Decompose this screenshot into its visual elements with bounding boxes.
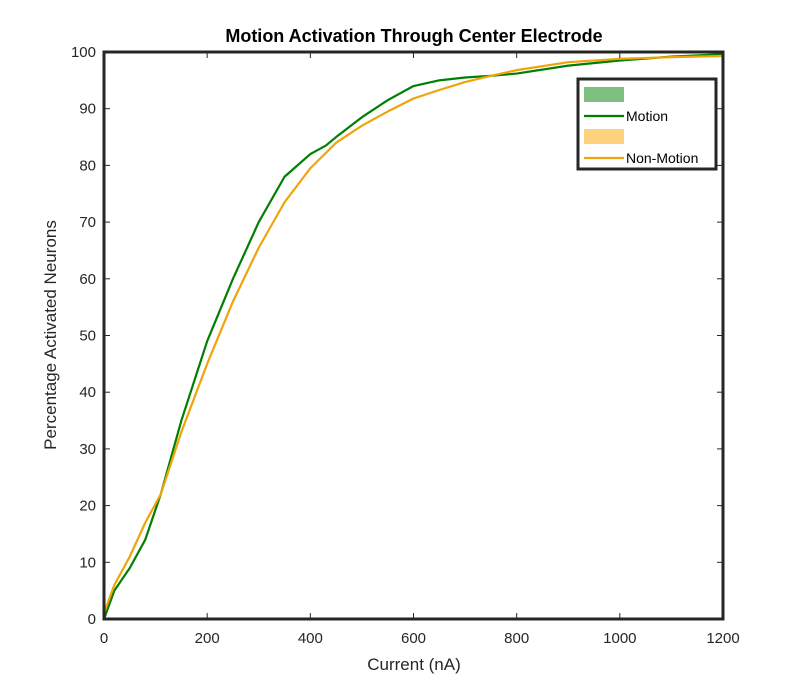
y-tick-label: 70 (79, 214, 96, 231)
y-tick-label: 60 (79, 271, 96, 288)
x-tick-label: 400 (298, 630, 323, 647)
legend-band-swatch-motion (584, 87, 624, 102)
series-line-non-motion (102, 54, 725, 615)
y-tick-label: 80 (79, 157, 96, 174)
x-tick-label: 1000 (603, 630, 636, 647)
y-tick-label: 30 (79, 441, 96, 458)
series-line-motion (102, 53, 725, 621)
y-tick-label: 100 (71, 44, 96, 61)
x-tick-label: 800 (504, 630, 529, 647)
y-tick-label: 50 (79, 328, 96, 345)
legend-band-swatch-non-motion (584, 129, 624, 144)
x-axis-title: Current (nA) (367, 655, 461, 674)
legend: Motion Non-Motion (576, 77, 718, 171)
x-tick-label: 200 (195, 630, 220, 647)
y-tick-label: 40 (79, 384, 96, 401)
legend-label-non-motion: Non-Motion (626, 150, 698, 166)
y-axis-title: Percentage Activated Neurons (41, 220, 60, 450)
y-tick-label: 20 (79, 498, 96, 515)
y-tick-label: 0 (88, 611, 96, 628)
x-tick-label: 0 (100, 630, 108, 647)
y-tick-label: 90 (79, 101, 96, 118)
series-layer (102, 53, 725, 621)
x-tick-label: 600 (401, 630, 426, 647)
x-tick-label: 1200 (706, 630, 739, 647)
legend-label-motion: Motion (626, 108, 668, 124)
axes-layer: 0 200 400 600 800 1000 1200 0 10 20 30 40 50 60 70 80 90… (71, 44, 740, 647)
y-tick-label: 10 (79, 554, 96, 571)
chart-title: Motion Activation Through Center Electro… (225, 26, 602, 46)
